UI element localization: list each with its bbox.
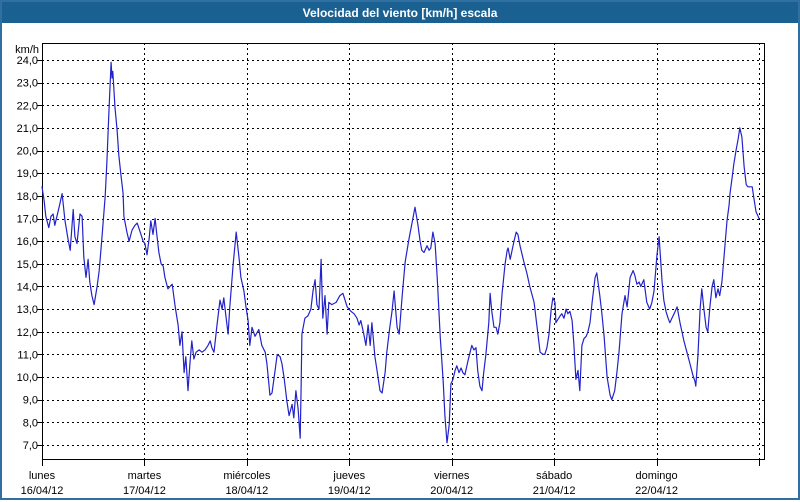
day-date-label: 20/04/12 (430, 485, 473, 497)
x-axis-labels: lunes 16/04/12 martes 17/04/12 miércoles 18/0… (21, 470, 678, 497)
y-tick-label: 16,0 (17, 236, 38, 248)
y-axis-unit-label: km/h (15, 44, 39, 56)
y-tick-label: 12,0 (17, 327, 38, 339)
y-tick-label: 8,0 (23, 417, 38, 429)
wind-speed-chart: 7,0 8,0 9,0 10,0 11,0 12,0 13,0 14,0 15,0 16,0 17,… (15, 43, 765, 497)
y-tick-label: 20,0 (17, 146, 38, 158)
y-tick-label: 11,0 (17, 349, 38, 361)
y-tick-label: 18,0 (17, 191, 38, 203)
plot-frame (42, 43, 765, 460)
y-tick-label: 23,0 (17, 78, 38, 90)
x-axis-ticks (42, 460, 760, 466)
y-tick-label: 10,0 (17, 372, 38, 384)
y-axis-ticks (37, 60, 42, 446)
y-gridlines (42, 60, 765, 446)
day-date-label: 18/04/12 (225, 485, 268, 497)
y-tick-label: 7,0 (23, 440, 38, 452)
y-tick-label: 17,0 (17, 214, 38, 226)
day-date-label: 19/04/12 (328, 485, 371, 497)
day-name-label: lunes (29, 470, 56, 482)
day-date-label: 16/04/12 (21, 485, 64, 497)
y-tick-label: 14,0 (17, 281, 38, 293)
y-tick-label: 19,0 (17, 168, 38, 180)
day-name-label: sábado (536, 470, 572, 482)
day-name-label: martes (128, 470, 162, 482)
day-name-label: jueves (332, 470, 365, 482)
day-date-label: 17/04/12 (123, 485, 166, 497)
chart-title: Velocidad del viento [km/h] escala (302, 5, 498, 20)
chart-title-bar: Velocidad del viento [km/h] escala (2, 2, 798, 23)
day-date-label: 21/04/12 (533, 485, 576, 497)
wind-speed-line (41, 61, 760, 444)
y-tick-label: 9,0 (23, 395, 38, 407)
y-tick-label: 15,0 (17, 259, 38, 271)
chart-area: 7,0 8,0 9,0 10,0 11,0 12,0 13,0 14,0 15,0 16,0 17,… (2, 23, 798, 498)
y-axis-labels: 7,0 8,0 9,0 10,0 11,0 12,0 13,0 14,0 15,0 16,0 17,… (17, 55, 38, 452)
day-name-label: miércoles (223, 470, 271, 482)
day-name-label: viernes (434, 470, 470, 482)
y-tick-label: 24,0 (17, 55, 38, 67)
y-tick-label: 22,0 (17, 100, 38, 112)
day-name-label: domingo (635, 470, 677, 482)
day-date-label: 22/04/12 (635, 485, 678, 497)
y-tick-label: 13,0 (17, 304, 38, 316)
y-tick-label: 21,0 (17, 123, 38, 135)
